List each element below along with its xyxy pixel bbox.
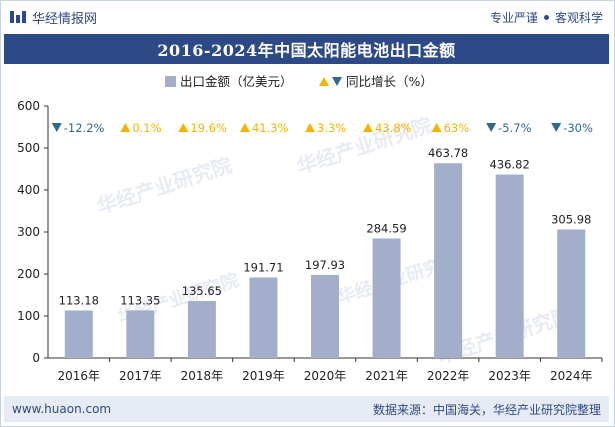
y-tick-label: 100 (17, 309, 40, 323)
bars (64, 163, 586, 358)
data-source: 数据来源：中国海关，华经产业研究院整理 (372, 402, 601, 417)
triangle-up-icon (319, 77, 329, 86)
bar (249, 277, 278, 358)
yoy-up-icon (305, 123, 315, 132)
watermark-text: 华经产业研究院 (294, 113, 435, 179)
brand-name: 华经情报网 (32, 11, 98, 27)
bar-value-label: 197.93 (305, 258, 345, 272)
yoy-up-icon (178, 123, 189, 132)
y-tick-label: 0 (32, 351, 40, 365)
site-url: www.huaon.com (12, 402, 112, 416)
x-tick-label: 2021年 (365, 369, 408, 383)
brand-logo-icon (10, 11, 26, 23)
y-tick-label: 600 (17, 99, 40, 113)
bar (557, 229, 586, 358)
y-tick-label: 400 (17, 183, 40, 197)
legend-swatch-bar (165, 76, 176, 87)
yoy-label: 41.3% (252, 121, 289, 135)
value-labels: 113.18 113.35 135.65 191.71 197.93 284.59 463.… (59, 146, 592, 307)
yoy-label: 3.3% (317, 121, 346, 135)
bar (311, 274, 339, 358)
x-tick-label: 2024年 (550, 369, 593, 383)
yoy-label: 63% (444, 121, 470, 135)
x-tick-label: 2016年 (58, 369, 101, 383)
legend: 出口金额（亿美元） 同比增长（%） (165, 74, 433, 89)
slogan-tag-2: 客观科学 (554, 10, 603, 25)
bar-chart: 华经产业研究院华经产业研究院华经产业研究院华经产业研究院华经产业研究院 出口金额… (17, 74, 603, 383)
bullet-dot-icon (543, 14, 549, 20)
chart-title: 2016-2024年中国太阳能电池出口金额 (4, 34, 609, 64)
slogan: 专业严谨 客观科学 (490, 9, 603, 26)
x-tick-label: 2019年 (242, 369, 285, 383)
bar-value-label: 284.59 (366, 221, 406, 235)
yoy-label: -5.7% (498, 121, 531, 135)
bar (187, 301, 216, 358)
triangle-down-icon (332, 77, 342, 86)
y-tick-label: 500 (17, 141, 40, 155)
bar (434, 163, 463, 358)
axes: 0 100 200 300 400 500 600 2016年 2017年 2018年 2019年 2… (17, 99, 603, 383)
bar (495, 174, 524, 358)
slogan-tag-1: 专业严谨 (489, 10, 538, 25)
yoy-label: 43.8% (375, 121, 412, 135)
bar (372, 238, 401, 358)
yoy-down-icon (486, 123, 497, 132)
yoy-up-icon (431, 123, 442, 132)
bar-value-label: 191.71 (243, 260, 283, 274)
legend-label-yoy: 同比增长（%） (346, 74, 433, 89)
bar (64, 310, 93, 358)
bar-value-label: 305.98 (551, 212, 591, 226)
bar-value-label: 113.35 (120, 293, 160, 307)
bar-value-label: 113.18 (59, 293, 99, 307)
yoy-up-icon (120, 123, 131, 132)
yoy-labels: -12.2% 0.1% 19.6% 41.3% 3.3% 43.8% 63% -5.7% -30… (51, 121, 593, 135)
bar-value-label: 135.65 (182, 284, 222, 298)
x-tick-label: 2022年 (427, 369, 470, 383)
yoy-up-icon (363, 123, 374, 132)
yoy-label: 19.6% (190, 121, 227, 135)
x-tick-label: 2023年 (488, 369, 531, 383)
bar (126, 310, 155, 358)
x-tick-label: 2017年 (119, 369, 162, 383)
y-tick-label: 200 (17, 267, 40, 281)
yoy-label: -30% (563, 121, 593, 135)
y-tick-label: 300 (17, 225, 40, 239)
yoy-up-icon (239, 123, 250, 132)
yoy-down-icon (51, 123, 62, 132)
footer: www.huaon.com 数据来源：中国海关，华经产业研究院整理 (4, 396, 609, 422)
bar-value-label: 436.82 (490, 158, 530, 172)
bar-value-label: 463.78 (428, 146, 468, 160)
brand: 华经情报网 (10, 8, 97, 27)
yoy-label: 0.1% (132, 121, 161, 135)
x-tick-label: 2020年 (304, 369, 347, 383)
top-bar: 华经情报网 专业严谨 客观科学 (0, 0, 613, 34)
legend-label-bar: 出口金额（亿美元） (180, 74, 293, 89)
x-tick-label: 2018年 (181, 369, 224, 383)
watermark-text: 华经产业研究院 (94, 153, 235, 219)
yoy-label: -12.2% (64, 121, 105, 135)
yoy-down-icon (551, 123, 562, 132)
